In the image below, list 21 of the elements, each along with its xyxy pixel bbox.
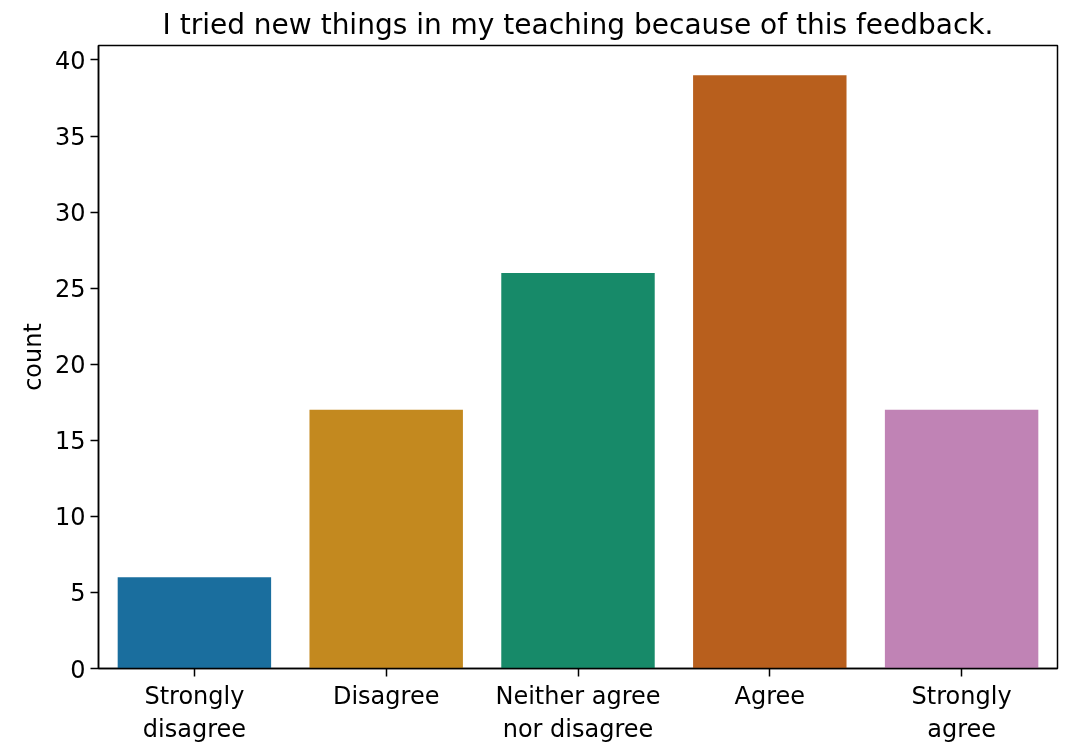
y-tick-label: 35 [54, 123, 86, 152]
y-tick-label: 5 [70, 579, 86, 608]
y-tick-label: 10 [54, 503, 86, 532]
chart-title: I tried new things in my teaching because of this feedback. [162, 7, 994, 41]
y-tick-label: 40 [54, 46, 86, 75]
x-tick-label: Strongly agree [911, 681, 1012, 744]
y-axis-title: count [18, 323, 47, 391]
x-tick-label: Disagree [332, 681, 440, 710]
y-tick-label: 25 [54, 275, 86, 304]
bar [501, 272, 655, 669]
x-tick-label: Neither agree nor disagree [495, 681, 661, 744]
y-tick-label: 0 [70, 655, 86, 684]
y-tick-label: 20 [54, 351, 86, 380]
bar [117, 577, 272, 669]
bar [693, 75, 847, 669]
x-tick-label: Agree [734, 681, 806, 710]
bar [884, 409, 1039, 669]
x-tick-label: Strongly disagree [142, 681, 247, 744]
y-tick-label: 30 [54, 199, 86, 228]
bar [309, 409, 463, 669]
y-tick-label: 15 [54, 427, 86, 456]
